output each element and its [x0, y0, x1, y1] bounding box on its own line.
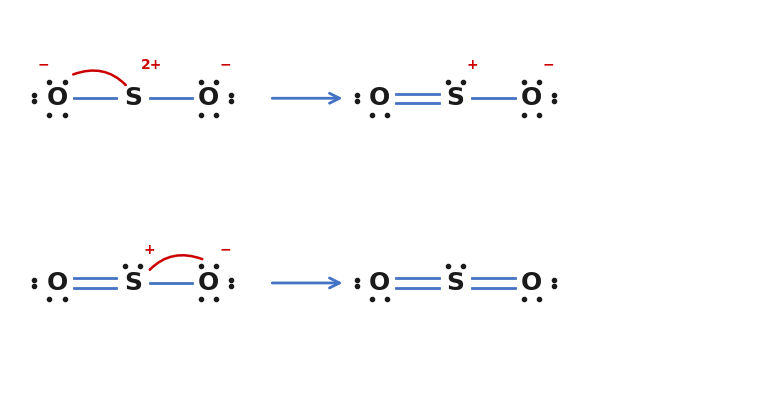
Text: S: S	[446, 271, 465, 295]
Text: O: O	[521, 271, 542, 295]
Text: 2+: 2+	[141, 58, 162, 72]
Text: −: −	[219, 242, 231, 257]
Text: O: O	[46, 86, 68, 110]
Text: O: O	[46, 271, 68, 295]
Text: −: −	[37, 58, 49, 72]
Text: O: O	[198, 86, 219, 110]
Text: −: −	[542, 58, 554, 72]
Text: −: −	[219, 58, 231, 72]
Text: S: S	[124, 86, 142, 110]
Text: O: O	[521, 86, 542, 110]
FancyArrowPatch shape	[150, 255, 203, 270]
Text: +: +	[466, 58, 478, 72]
Text: S: S	[124, 271, 142, 295]
Text: S: S	[446, 86, 465, 110]
Text: +: +	[143, 242, 156, 257]
FancyArrowPatch shape	[73, 70, 125, 85]
Text: O: O	[369, 86, 390, 110]
Text: O: O	[369, 271, 390, 295]
Text: O: O	[198, 271, 219, 295]
